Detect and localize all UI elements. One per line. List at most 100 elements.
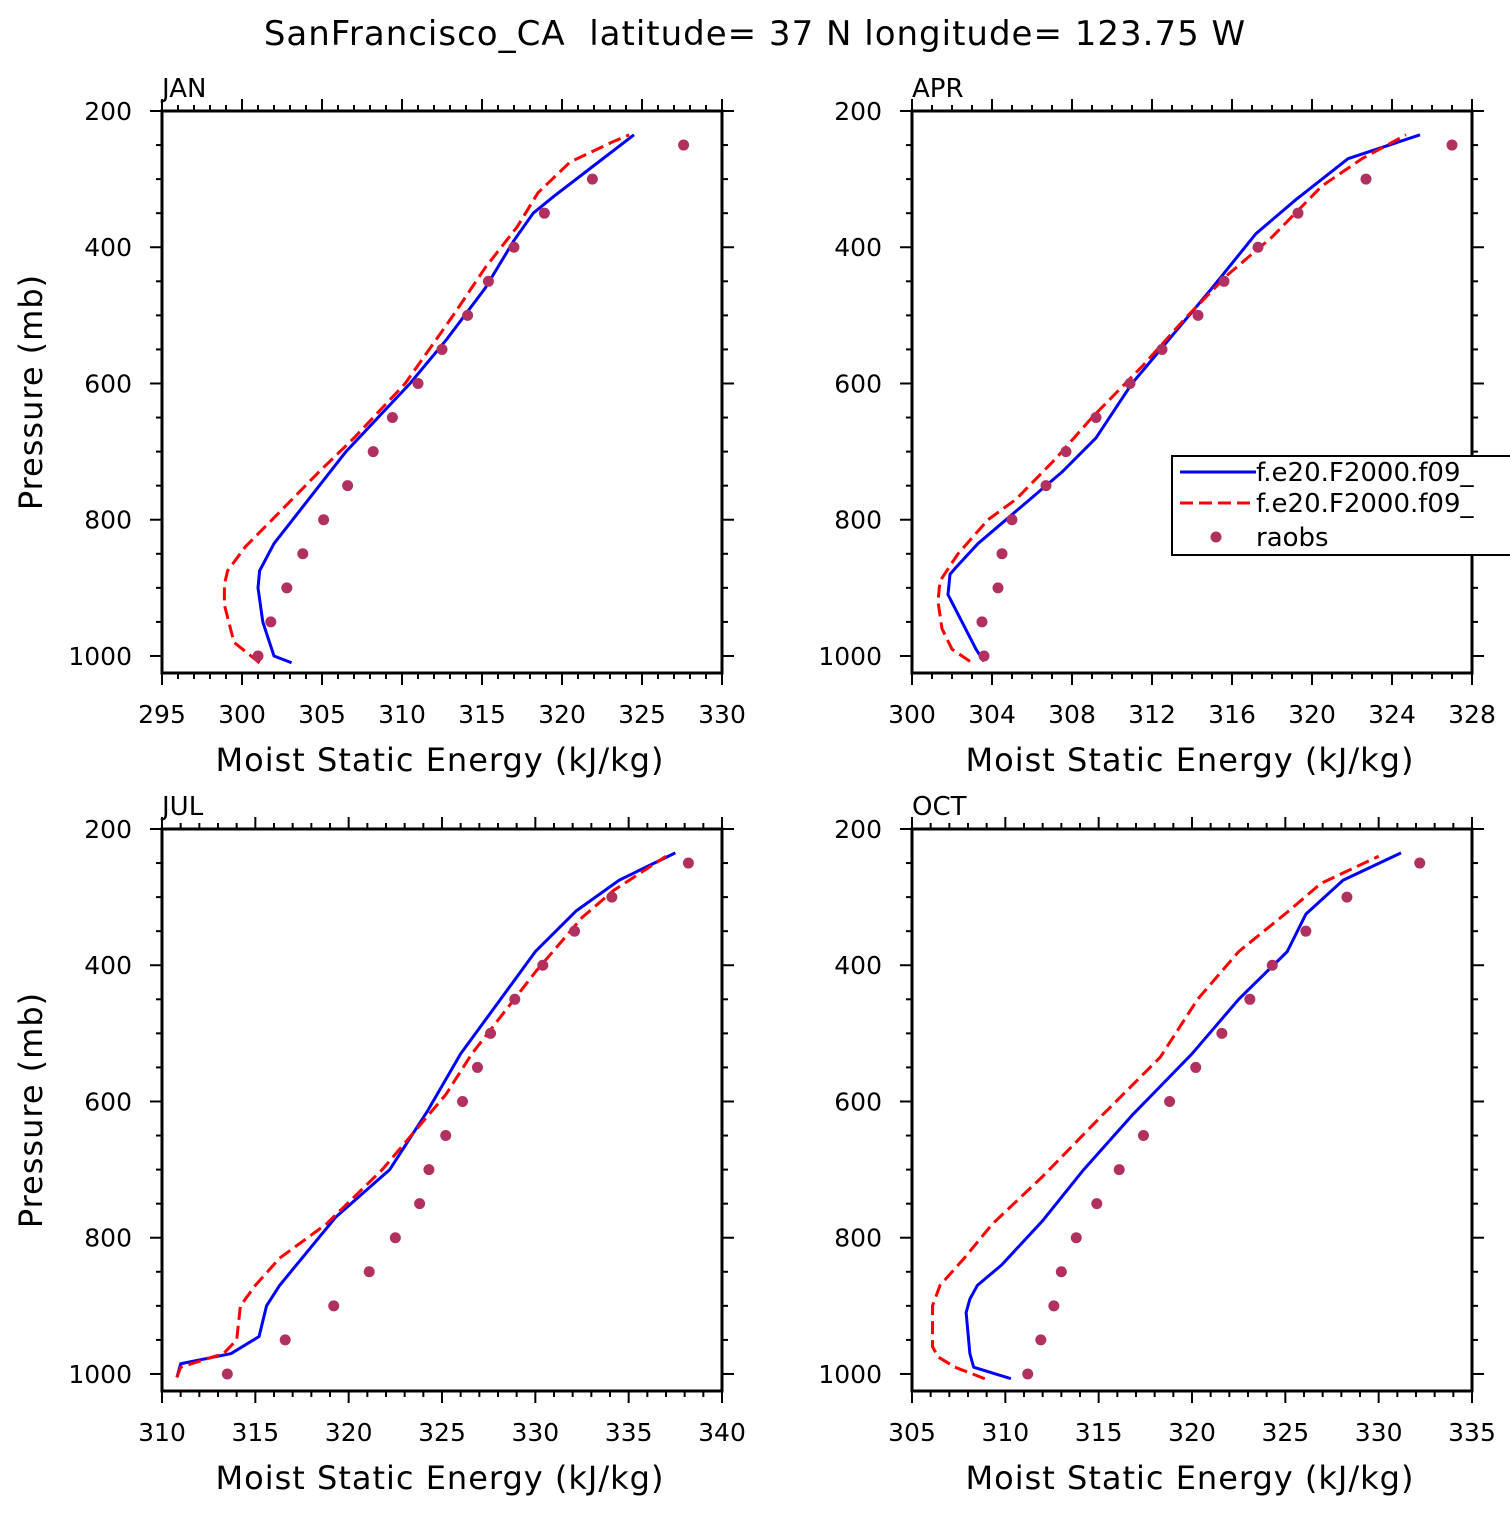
raobs-point bbox=[1035, 1334, 1047, 1346]
x-tick-label: 320 bbox=[1168, 1418, 1216, 1447]
y-tick-label: 1000 bbox=[818, 642, 882, 671]
raobs-point bbox=[471, 1061, 483, 1073]
x-tick-label: 340 bbox=[698, 1418, 746, 1447]
plot-frame bbox=[910, 827, 1474, 1393]
raobs-point bbox=[1292, 207, 1304, 219]
raobs-point bbox=[457, 1095, 469, 1107]
series-line-blue bbox=[256, 133, 635, 665]
raobs-point bbox=[367, 446, 379, 458]
x-tick-label: 315 bbox=[458, 700, 506, 729]
series-line-red bbox=[175, 854, 667, 1378]
series-line-blue bbox=[175, 851, 676, 1378]
raobs-point bbox=[1216, 1027, 1228, 1039]
raobs-point bbox=[1192, 309, 1204, 321]
raobs-point bbox=[606, 891, 618, 903]
raobs-point bbox=[976, 616, 988, 628]
x-tick-label: 315 bbox=[231, 1418, 279, 1447]
raobs-point bbox=[436, 343, 448, 355]
y-tick-label: 400 bbox=[84, 233, 132, 262]
y-tick-label: 400 bbox=[834, 951, 882, 980]
raobs-point bbox=[297, 548, 309, 560]
x-tick-label: 330 bbox=[698, 700, 746, 729]
x-tick-label: 335 bbox=[1448, 1418, 1496, 1447]
raobs-point bbox=[1244, 993, 1256, 1005]
raobs-point bbox=[682, 857, 694, 869]
series-line-blue bbox=[964, 851, 1402, 1381]
raobs-point bbox=[586, 173, 598, 185]
y-tick-label: 1000 bbox=[818, 1360, 882, 1389]
panel-jul: JUL 310 315 320 325 330 335 340 200 400 600 800 1000… bbox=[12, 792, 746, 1497]
panel-label: JUL bbox=[160, 792, 204, 822]
legend-marker-raobs bbox=[1210, 531, 1222, 543]
x-tick-label: 320 bbox=[325, 1418, 373, 1447]
raobs-point bbox=[342, 480, 354, 492]
y-axis-title: Pressure (mb) bbox=[12, 274, 50, 510]
y-tick-label: 200 bbox=[84, 815, 132, 844]
raobs-point bbox=[221, 1368, 233, 1380]
raobs-point bbox=[1055, 1266, 1067, 1278]
panel-oct: OCT 305 310 315 320 325 330 335 200 400 600 800 1000… bbox=[818, 792, 1495, 1497]
raobs-point bbox=[1022, 1368, 1034, 1380]
series-line-red bbox=[222, 133, 630, 664]
raobs-point bbox=[508, 241, 520, 253]
raobs-point bbox=[423, 1164, 435, 1176]
raobs-point bbox=[386, 412, 398, 424]
raobs-point bbox=[1300, 925, 1312, 937]
x-tick-label: 304 bbox=[968, 700, 1016, 729]
y-tick-label: 800 bbox=[84, 506, 132, 535]
y-tick-label: 400 bbox=[834, 233, 882, 262]
raobs-point bbox=[1252, 241, 1264, 253]
raobs-point bbox=[414, 1198, 426, 1210]
x-tick-label: 295 bbox=[138, 700, 186, 729]
y-tick-label: 1000 bbox=[68, 642, 132, 671]
series-line-blue bbox=[946, 133, 1421, 663]
plot-frame bbox=[160, 109, 724, 675]
x-axis-title: Moist Static Energy (kJ/kg) bbox=[966, 741, 1415, 779]
raobs-point bbox=[1124, 377, 1136, 389]
x-tick-label: 320 bbox=[1288, 700, 1336, 729]
y-tick-label: 1000 bbox=[68, 1360, 132, 1389]
y-tick-label: 200 bbox=[834, 815, 882, 844]
raobs-point bbox=[1156, 343, 1168, 355]
y-tick-label: 400 bbox=[84, 951, 132, 980]
raobs-point bbox=[281, 582, 293, 594]
x-tick-label: 325 bbox=[1261, 1418, 1309, 1447]
raobs-point bbox=[1091, 1198, 1103, 1210]
x-tick-label: 320 bbox=[538, 700, 586, 729]
legend-label-blue: f.e20.F2000.f09_ bbox=[1256, 458, 1474, 488]
x-tick-label: 316 bbox=[1208, 700, 1256, 729]
x-tick-label: 300 bbox=[888, 700, 936, 729]
panel-label: JAN bbox=[160, 74, 206, 104]
series-line-red bbox=[931, 854, 1380, 1381]
main-title: SanFrancisco_CA latitude= 37 N longitude… bbox=[264, 14, 1246, 54]
raobs-point bbox=[252, 650, 264, 662]
raobs-point bbox=[389, 1232, 401, 1244]
raobs-point bbox=[440, 1130, 452, 1142]
raobs-point bbox=[1360, 173, 1372, 185]
raobs-point bbox=[1048, 1300, 1060, 1312]
raobs-point bbox=[537, 959, 549, 971]
raobs-point bbox=[1164, 1095, 1176, 1107]
raobs-point bbox=[509, 993, 521, 1005]
x-tick-label: 312 bbox=[1128, 700, 1176, 729]
x-tick-label: 330 bbox=[1355, 1418, 1403, 1447]
raobs-point bbox=[462, 309, 474, 321]
x-tick-label: 308 bbox=[1048, 700, 1096, 729]
raobs-point bbox=[996, 548, 1008, 560]
raobs-point bbox=[1040, 480, 1052, 492]
raobs-point bbox=[1060, 446, 1072, 458]
raobs-point bbox=[279, 1334, 291, 1346]
panel-label: APR bbox=[912, 74, 964, 104]
panel-label: OCT bbox=[912, 792, 967, 822]
x-tick-label: 305 bbox=[888, 1418, 936, 1447]
y-axis-title: Pressure (mb) bbox=[12, 992, 50, 1228]
y-tick-label: 800 bbox=[834, 506, 882, 535]
raobs-point bbox=[1006, 514, 1018, 526]
raobs-point bbox=[412, 377, 424, 389]
raobs-point bbox=[1090, 412, 1102, 424]
plot-frame bbox=[160, 827, 724, 1393]
raobs-point bbox=[1341, 891, 1353, 903]
x-tick-label: 310 bbox=[138, 1418, 186, 1447]
y-tick-label: 600 bbox=[84, 1087, 132, 1116]
